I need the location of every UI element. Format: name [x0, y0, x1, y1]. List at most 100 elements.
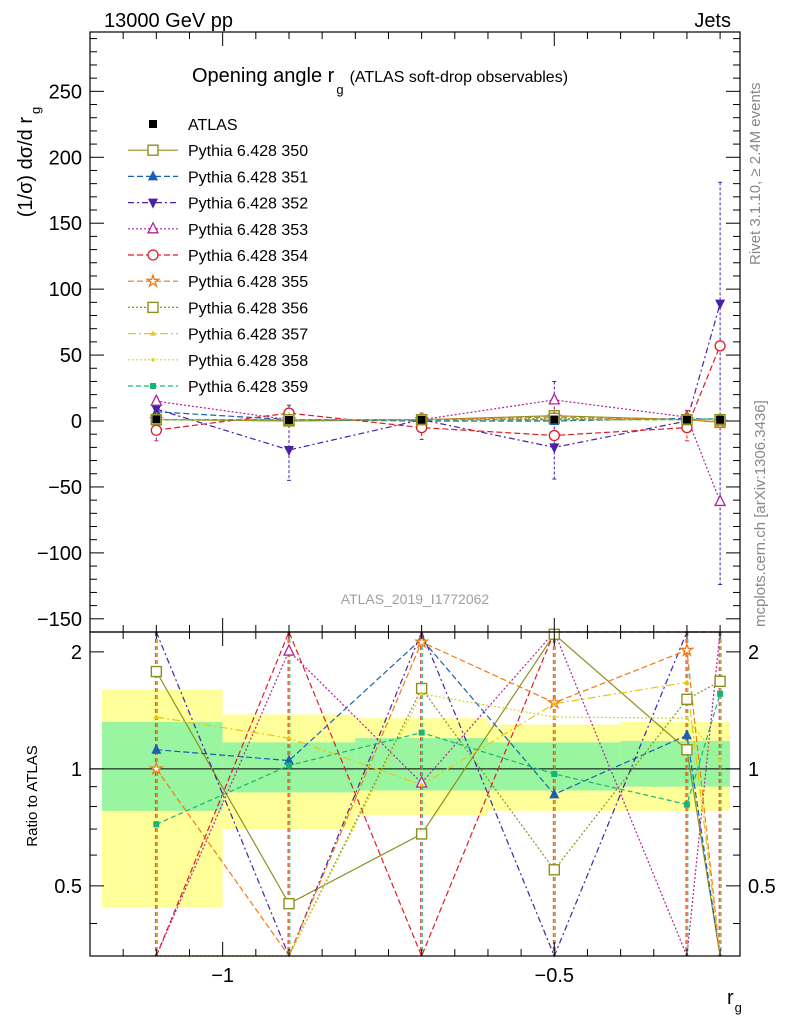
- series-point-main-4-3: [548, 429, 560, 442]
- side-label-rivet: Rivet 3.1.10, ≥ 2.4M events: [747, 83, 764, 266]
- ratio-plot-frame: [89, 631, 741, 957]
- legend-marker-9: [151, 358, 155, 362]
- series-line-main-2: [156, 303, 721, 451]
- ratio-tick-label-left-2: 2: [71, 642, 82, 664]
- series-point-ratio-6-4: [681, 693, 693, 706]
- legend: ATLAS Pythia 6.428 350 Pythia 6.428 351 Pyt…: [128, 117, 308, 396]
- ratio-tick-label-left-1: 1: [71, 759, 82, 781]
- series-lines: [155, 303, 721, 958]
- series-point-ratio-7-2: [418, 781, 425, 787]
- series-point-ratio-0-2: [415, 828, 428, 840]
- series-point-main-2-1: [283, 446, 294, 457]
- legend-label-6: Pythia 6.428 355: [188, 274, 308, 291]
- chart-title-sub: g: [336, 82, 343, 97]
- axis-ticks: [90, 32, 740, 956]
- legend-label-7: Pythia 6.428 356: [188, 300, 308, 317]
- y-tick-label-6: 150: [49, 213, 82, 235]
- y-tick-label-1: −100: [37, 543, 82, 565]
- series-point-ratio-9-4: [683, 801, 690, 808]
- y-tick-label-2: −50: [48, 477, 82, 499]
- series-point-main-2-3: [549, 443, 560, 454]
- chart-title: Opening angle rg (ATLAS soft-drop observa…: [192, 65, 568, 97]
- series-point-ratio-6-5: [714, 675, 726, 688]
- series-point-main-2-0: [151, 405, 162, 416]
- atlas-point-2: [417, 415, 426, 424]
- series-point-ratio-8-4: [685, 716, 689, 721]
- legend-marker-0: [149, 120, 157, 128]
- series-point-ratio-7-4: [683, 679, 690, 685]
- legend-label-2: Pythia 6.428 351: [188, 169, 308, 186]
- series-point-ratio-7-0: [153, 713, 160, 719]
- series-point-ratio-8-2: [419, 692, 424, 696]
- y-tick-label-5: 100: [49, 279, 82, 301]
- y-tick-label-3: 0: [71, 411, 82, 433]
- series-point-ratio-8-3: [552, 715, 557, 719]
- series-point-main-2-5: [715, 299, 726, 310]
- series-point-ratio-1-3: [549, 788, 560, 799]
- series-point-ratio-9-3: [551, 771, 558, 778]
- series-point-ratio-1-0: [151, 743, 162, 754]
- y-axis-label: (1/σ) dσ/d r g: [15, 107, 43, 218]
- y-tick-label-8: 250: [49, 81, 82, 103]
- series-point-ratio-7-1: [285, 735, 292, 741]
- series-markers: [148, 299, 728, 910]
- header-right: Jets: [694, 10, 731, 32]
- series-point-ratio-9-1: [285, 762, 292, 769]
- header-left: 13000 GeV pp: [104, 10, 233, 32]
- ratio-y-axis-label: Ratio to ATLAS: [24, 745, 41, 846]
- y-tick-label-7: 200: [49, 147, 82, 169]
- legend-label-3: Pythia 6.428 352: [188, 196, 308, 213]
- ratio-tick-label-left-0: 0.5: [54, 876, 82, 898]
- chart-title-main: Opening angle r: [192, 65, 335, 87]
- series-point-ratio-8-5: [718, 758, 722, 763]
- series-point-ratio-6-2: [415, 682, 428, 695]
- legend-label-1: Pythia 6.428 350: [188, 143, 308, 160]
- series-point-main-3-0: [150, 393, 163, 406]
- series-point-ratio-6-3: [548, 864, 560, 876]
- series-point-ratio-5-0: [148, 760, 165, 776]
- series-point-ratio-7-3: [551, 700, 558, 706]
- legend-label-9: Pythia 6.428 358: [188, 353, 308, 370]
- side-label-mcplots: mcplots.cern.ch [arXiv:1306.3436]: [752, 400, 769, 627]
- legend-marker-6: [145, 273, 161, 288]
- legend-label-10: Pythia 6.428 359: [188, 379, 308, 396]
- series-line-main-3: [156, 399, 721, 502]
- series-line-main-4: [156, 345, 721, 437]
- series-point-ratio-0-0: [150, 665, 163, 678]
- series-line-ratio-9: [156, 693, 721, 825]
- legend-label-4: Pythia 6.428 353: [188, 222, 308, 239]
- band-inner-4: [620, 740, 730, 787]
- series-point-ratio-9-5: [717, 690, 724, 697]
- series-point-ratio-1-4: [681, 729, 692, 740]
- x-axis-label-sub: g: [735, 1000, 742, 1015]
- series-point-ratio-5-4: [679, 642, 695, 657]
- ratio-uncertainty-bands: [102, 689, 730, 908]
- series-line-ratio-8: [156, 693, 721, 957]
- legend-marker-10: [150, 383, 156, 389]
- x-tick-label-0: −1: [211, 965, 234, 987]
- legend-marker-1: [147, 144, 159, 156]
- series-point-ratio-1-1: [283, 754, 294, 765]
- series-line-ratio-1: [156, 638, 721, 957]
- series-point-main-3-3: [548, 392, 561, 405]
- series-line-ratio-7: [156, 681, 721, 957]
- series-point-main-4-0: [150, 424, 162, 436]
- y-axis-label-main: (1/σ) dσ/d r: [15, 117, 37, 218]
- x-axis-label-main: r: [727, 987, 734, 1009]
- series-point-main-4-5: [714, 340, 726, 352]
- legend-marker-2: [148, 170, 158, 181]
- series-point-ratio-5-2: [413, 633, 430, 649]
- x-tick-label-1: −0.5: [535, 965, 574, 987]
- legend-label-5: Pythia 6.428 354: [188, 248, 308, 265]
- ratio-tick-label-right-2: 2: [748, 642, 759, 664]
- legend-label-0: ATLAS: [188, 117, 238, 134]
- y-tick-label-0: −150: [37, 609, 82, 631]
- ratio-tick-label-right-1: 1: [748, 759, 759, 781]
- atlas-point-5: [716, 415, 725, 424]
- series-point-main-3-5: [714, 493, 727, 507]
- y-axis-label-sub: g: [28, 107, 43, 114]
- series-point-ratio-9-0: [153, 821, 160, 828]
- series-line-ratio-3: [155, 630, 721, 957]
- axis-tick-labels: −150 −100 −50 0 50 100 150 200 250 0.5 0.5 1 1 2 2 −1 −0…: [37, 81, 776, 987]
